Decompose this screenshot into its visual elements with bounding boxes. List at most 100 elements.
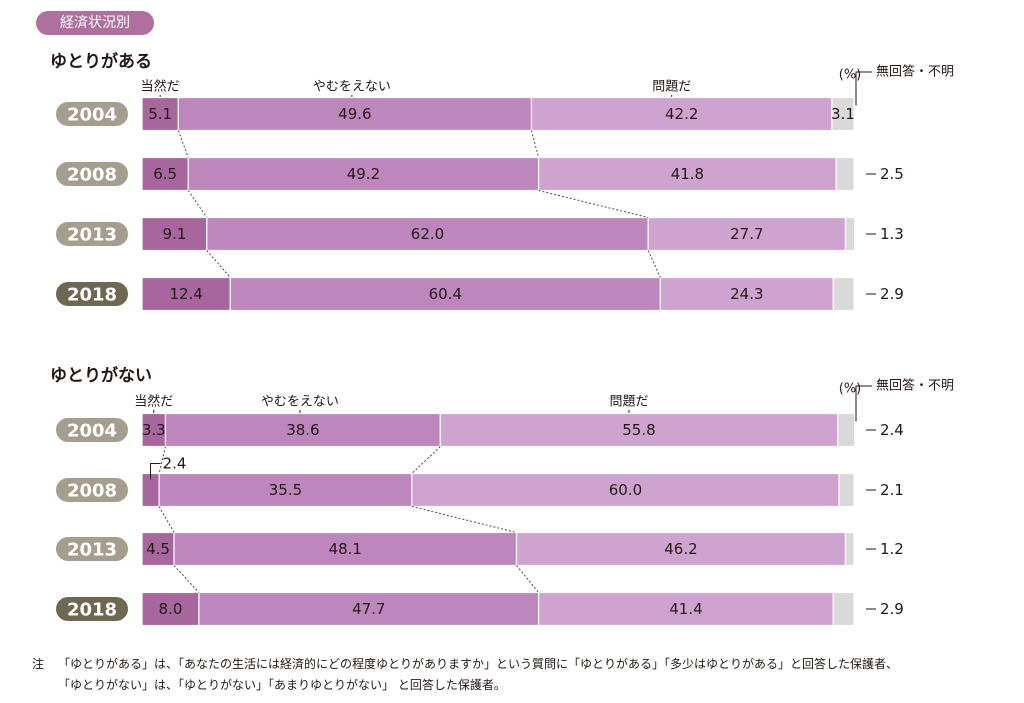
panel1-bar-2018-unavoidable [229,276,661,312]
panel1-bar-2008-no-answer [835,156,855,192]
panel1-value-label-2018-problem: 24.3 [730,285,763,303]
panel1-bar-2018-no-answer [832,276,855,312]
panel1-series-label-problem: 問題だ [652,80,691,95]
panel1-value-label-2008-natural: 6.5 [153,165,177,183]
panel1-year-label-2013: 2013 [67,225,117,246]
panel1-year-label-2004: 2004 [67,105,117,126]
panel2-value-label-2013-unavoidable: 48.1 [329,540,362,558]
panel2-value-label-2004-unavoidable: 38.6 [286,421,319,439]
panel1-bar-2013-problem [647,216,847,252]
panel2-connector-2008-unavoidable [411,506,517,533]
panel2-bar-2013-problem [515,531,847,567]
panel1-bar-2008-problem [537,156,837,192]
panel1-value-label-2018-unavoidable: 60.4 [429,285,462,303]
panel2-value-label-2008-no-answer: 2.1 [880,481,904,499]
panel2-bar-2018-problem [537,591,834,627]
panel2-bar-2004-problem [439,412,839,448]
panel1-year-pill-2008 [56,162,128,186]
panel1-year-label-2008: 2008 [67,165,117,186]
panel1-bar-2008-natural [141,156,189,192]
panel2-bar-2013-unavoidable [173,531,518,567]
panel1-year-pill-2013 [56,222,128,246]
panel1-bar-2013-unavoidable [206,216,649,252]
panel1-bar-2018-problem [659,276,834,312]
panel2-bar-2008-problem [411,472,840,508]
panel1-title: ゆとりがある [50,51,152,72]
panel2-bar-2008-unavoidable [158,472,413,508]
panel1-series-label-no-answer: 無回答・不明 [876,64,954,80]
panel2-callout-2008-natural [150,463,161,480]
panel2-bar-2018-natural [141,591,200,627]
panel2-connector-2004-unavoidable [411,446,441,474]
panel2-connector-2004-natural [158,446,166,474]
panel1-connector-2008-unavoidable [538,190,649,218]
panel1-value-label-2018-natural: 12.4 [169,285,202,303]
panel2-bar-2018-no-answer [832,591,855,627]
panel2-series-label-unavoidable: やむをえない [261,395,339,410]
panel1-no-answer-bracket [855,71,872,106]
panel2-bar-2018-unavoidable [198,591,540,627]
panel1-year-label-2018: 2018 [67,285,117,306]
panel2-year-pill-2008 [56,478,128,502]
panel2-series-label-no-answer: 無回答・不明 [876,378,954,394]
panel1-series-label-unavoidable: やむをえない [313,80,391,95]
panel2-year-pill-2018 [56,597,128,621]
panel1-bar-2004-problem [530,96,833,132]
panel2-value-label-2018-unavoidable: 47.7 [352,600,385,618]
panel2-bar-2004-no-answer [837,412,856,448]
panel1-connector-2008-natural [187,190,208,218]
panel1-value-label-2013-natural: 9.1 [162,225,186,243]
panel1-value-label-2004-natural: 5.1 [148,105,172,123]
panel1-bar-2008-unavoidable [187,156,540,192]
panel2-series-label-natural: 当然だ [134,394,173,410]
panel2-value-label-2004-problem: 55.8 [622,421,655,439]
panel1-unit-label: (%) [839,68,862,83]
panel2-value-label-2013-no-answer: 1.2 [880,540,904,558]
panel2-year-label-2008: 2008 [67,481,117,502]
footnote-line-1: 「ゆとりがある」は、「あなたの生活には経済的にどの程度ゆとりがありますか」という… [58,657,899,671]
panel2-value-label-2004-natural: 3.3 [142,421,166,439]
panel1-value-label-2013-no-answer: 1.3 [880,225,904,243]
panel1-value-label-2004-problem: 42.2 [665,105,698,123]
panel1-year-pill-2004 [56,102,128,126]
panel1-bar-2013-natural [141,216,208,252]
panel2-year-label-2018: 2018 [67,600,117,621]
panel1-value-label-2008-unavoidable: 49.2 [347,165,380,183]
panel1-value-label-2013-problem: 27.7 [730,225,763,243]
panel2-no-answer-bracket [855,385,872,422]
panel2-value-label-2018-no-answer: 2.9 [880,600,904,618]
panel2-value-label-2008-natural: 2.4 [163,455,187,473]
panel2-year-label-2004: 2004 [67,421,117,442]
panel2-connector-2008-natural [158,506,175,533]
footnote: 注 「ゆとりがある」は、「あなたの生活には経済的にどの程度ゆとりがありますか」と… [32,654,898,696]
panel1-value-label-2008-problem: 41.8 [671,165,704,183]
panel1-value-label-2008-no-answer: 2.5 [880,165,904,183]
footnote-mark: 注 [32,657,45,671]
category-tag: 経済状況別 [36,11,154,35]
panel1-series-label-natural: 当然だ [141,79,180,95]
panel2-series-label-problem: 問題だ [609,395,648,410]
panel2-value-label-2008-problem: 60.0 [609,481,642,499]
panel1-value-label-2004-unavoidable: 49.6 [338,105,371,123]
panel1-value-label-2004-no-answer: 3.1 [831,105,855,123]
panel1-value-label-2013-unavoidable: 62.0 [411,225,444,243]
panel2-bar-2004-unavoidable [164,412,441,448]
panel1-connector-2013-unavoidable [647,250,661,278]
panel2-connector-2013-natural [173,565,200,593]
panel2-year-pill-2004 [56,418,128,442]
panel2-unit-label: (%) [839,382,862,397]
panel1-value-label-2018-no-answer: 2.9 [880,285,904,303]
panel2-value-label-2018-natural: 8.0 [159,600,183,618]
panel2-bar-2008-no-answer [838,472,855,508]
panel1-bar-2004-no-answer [831,96,855,132]
panel2-value-label-2013-natural: 4.5 [146,540,170,558]
panel2-connector-2013-unavoidable [516,565,539,593]
panel2-year-pill-2013 [56,537,128,561]
panel2-bar-2013-no-answer [844,531,855,567]
panel2-title: ゆとりがない [50,365,152,386]
panel2-value-label-2013-problem: 46.2 [664,540,697,558]
panel2-year-label-2013: 2013 [67,540,117,561]
panel2-value-label-2018-problem: 41.4 [669,600,702,618]
panel1-bar-2013-no-answer [844,216,856,252]
